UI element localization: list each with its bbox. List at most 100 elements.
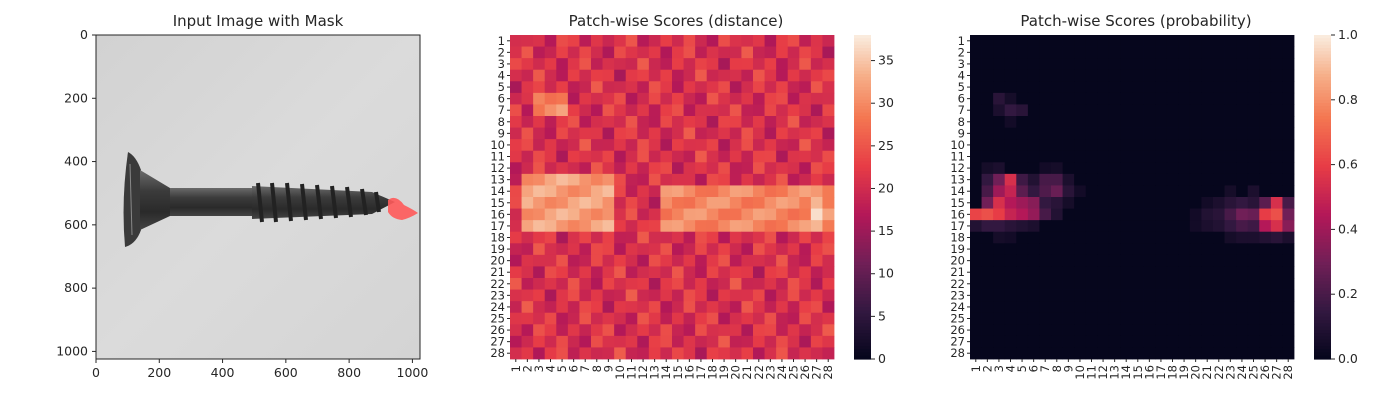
heatmap-cell [981, 254, 994, 267]
heatmap-cell [602, 185, 615, 198]
x-tick-label: 11 [625, 365, 639, 380]
heatmap-cell [1062, 127, 1075, 140]
heatmap-cell [1085, 243, 1098, 256]
x-tick-label: 15 [1131, 365, 1145, 380]
heatmap-cell [799, 254, 812, 267]
heatmap-cell [567, 289, 580, 302]
heatmap-cell [1016, 243, 1029, 256]
heatmap-cell [1085, 139, 1098, 152]
colorbar-segment [854, 193, 871, 198]
heatmap-cell [602, 104, 615, 117]
heatmap-cell [1062, 35, 1075, 47]
heatmap-cell [764, 220, 777, 233]
heatmap-cell [1132, 278, 1144, 290]
x-tick-label: 16 [1142, 365, 1156, 380]
heatmap-cell [1016, 312, 1029, 325]
heatmap-cell [533, 58, 546, 71]
probability-colorbar: 0.00.20.40.60.81.0 [1314, 27, 1358, 366]
colorbar-segment [1314, 255, 1331, 260]
heatmap-cell [1108, 185, 1121, 198]
colorbar-segment [854, 122, 871, 127]
heatmap-cell [1097, 58, 1110, 71]
colorbar-segment [1314, 213, 1331, 218]
heatmap-cell [672, 58, 684, 71]
x-tick-label: 14 [1119, 365, 1133, 380]
heatmap-cell [741, 81, 754, 94]
heatmap-cell [1039, 301, 1052, 314]
colorbar-segment [854, 323, 871, 328]
colorbar-segment [854, 239, 871, 243]
heatmap-cell [1213, 81, 1225, 94]
heatmap-cell [1143, 92, 1156, 105]
heatmap-cell [1039, 69, 1052, 82]
heatmap-cell [1166, 254, 1179, 267]
heatmap-cell [625, 197, 638, 209]
y-tick-label: 23 [950, 288, 965, 302]
heatmap-cell [753, 81, 765, 94]
heatmap-cell [970, 127, 982, 140]
heatmap-cell [706, 127, 719, 140]
heatmap-cell [683, 150, 696, 163]
heatmap-cell [648, 173, 661, 186]
heatmap-cell [1178, 185, 1191, 198]
heatmap-cell [533, 266, 546, 279]
heatmap-cell [1282, 185, 1295, 198]
heatmap-cell [787, 150, 800, 163]
heatmap-cell [993, 185, 1006, 198]
heatmap-cell [602, 312, 615, 325]
heatmap-cell [1247, 278, 1260, 290]
input-image-x-axis: 0 200 400 600 800 1000 [92, 359, 428, 380]
heatmap-cell [1051, 162, 1063, 175]
heatmap-cell [1016, 104, 1029, 117]
heatmap-cell [1051, 35, 1063, 47]
colorbar-segment [854, 145, 871, 149]
heatmap-cell [602, 324, 615, 337]
heatmap-cell [1155, 104, 1168, 117]
heatmap-cell [637, 301, 650, 314]
heatmap-cell [1143, 46, 1156, 59]
heatmap-cell [1097, 173, 1110, 186]
heatmap-cell [1108, 254, 1121, 267]
colorbar-segment [854, 128, 871, 133]
heatmap-cell [1282, 312, 1295, 325]
colorbar-segment [1314, 346, 1331, 350]
heatmap-cell [799, 139, 812, 152]
heatmap-cell [683, 324, 696, 337]
heatmap-cell [706, 335, 719, 348]
heatmap-cell [683, 231, 696, 244]
heatmap-cell [1282, 69, 1295, 82]
heatmap-cell [1051, 220, 1063, 233]
heatmap-cell [822, 254, 835, 267]
heatmap-cell [1259, 92, 1272, 105]
heatmap-cell [1247, 243, 1260, 256]
heatmap-cell [1085, 289, 1098, 302]
heatmap-cell [1236, 289, 1249, 302]
heatmap-cell [799, 162, 812, 175]
heatmap-cell [1201, 69, 1214, 82]
heatmap-cell [753, 35, 765, 47]
heatmap-cell [810, 139, 823, 152]
heatmap-cell [1189, 92, 1202, 105]
heatmap-cell [614, 347, 627, 360]
heatmap-cell [1016, 185, 1029, 198]
heatmap-cell [970, 58, 982, 71]
x-tick-label: 16 [682, 365, 696, 380]
x-tick-label: 8 [1050, 365, 1064, 372]
heatmap-cell [660, 347, 673, 360]
colorbar-segment [854, 203, 871, 208]
heatmap-cell [672, 69, 684, 82]
colorbar-segment [854, 38, 871, 43]
colorbar-segment [1314, 60, 1331, 65]
heatmap-cell [1132, 104, 1144, 117]
heatmap-cell [1247, 127, 1260, 140]
heatmap-cell [533, 139, 546, 152]
heatmap-cell [625, 116, 638, 128]
colorbar-segment [1314, 294, 1331, 299]
heatmap-cell [706, 278, 719, 290]
heatmap-cell [741, 92, 754, 105]
colorbar-segment [854, 109, 871, 114]
heatmap-cell [625, 278, 638, 290]
distance-heatmap-title: Patch-wise Scores (distance) [569, 12, 784, 30]
input-image-title: Input Image with Mask [173, 12, 344, 30]
heatmap-cell [1201, 231, 1214, 244]
